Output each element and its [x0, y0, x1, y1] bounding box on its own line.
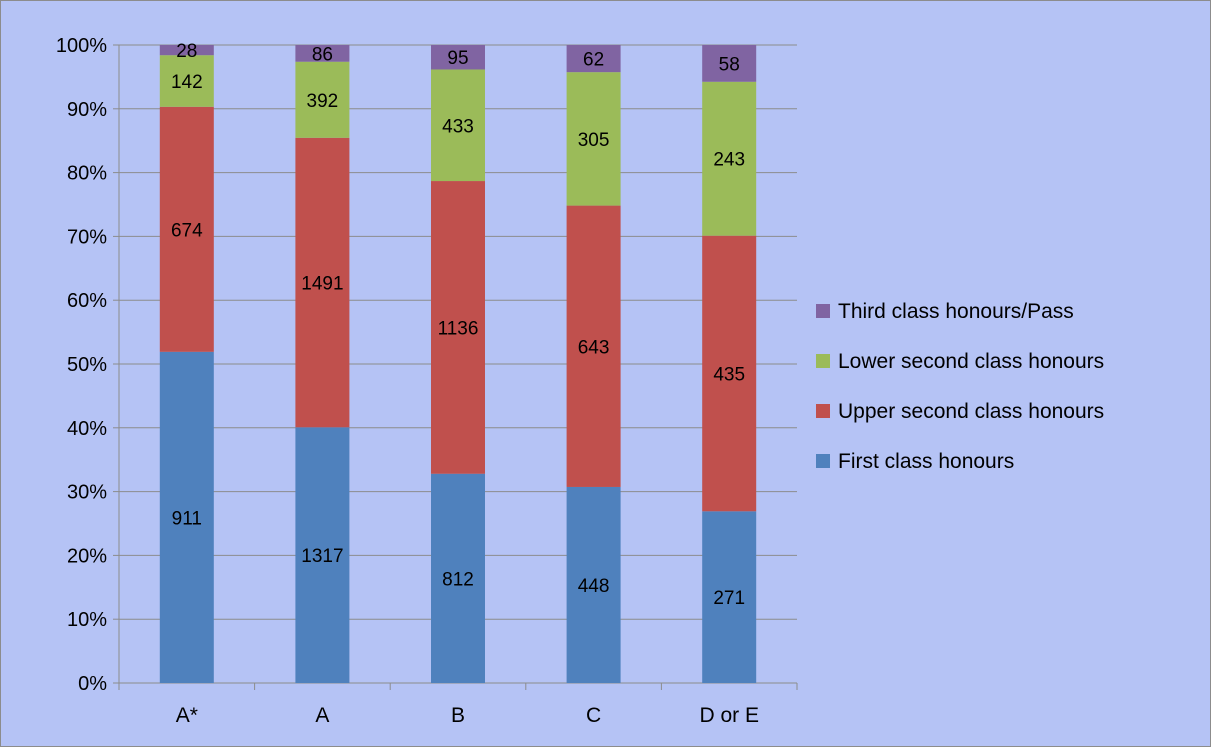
data-label-upper-second-class-honours-b: 1136	[438, 318, 479, 339]
data-labels: 911 674 142 28 1317 1491 392 86 812 1136 433 95 448 6…	[171, 41, 745, 609]
bar-lower-second-class-honours-c[interactable]	[566, 72, 621, 206]
y-tick-label: 40%	[67, 418, 107, 440]
bar-first-class-honours-b[interactable]	[431, 473, 485, 683]
y-tick-label: 10%	[67, 609, 107, 631]
y-tick-label: 0%	[78, 673, 107, 695]
bar-lower-second-class-honours-a[interactable]	[295, 61, 350, 138]
bar-third-class-honours-pass-d-or-e[interactable]	[702, 45, 757, 82]
y-tick-label: 100%	[56, 35, 107, 57]
legend-swatch-first-class-honours	[816, 454, 830, 468]
x-category-label: C	[586, 704, 601, 727]
bar-lower-second-class-honours-b[interactable]	[431, 69, 485, 182]
data-label-lower-second-class-honours-b: 433	[442, 116, 474, 137]
y-tick-label: 80%	[67, 163, 107, 185]
data-label-third-class-honours-pass-b: 95	[447, 48, 468, 69]
data-label-third-class-honours-pass-a: 28	[176, 41, 197, 62]
legend-label-lower-second-class-honours: Lower second class honours	[838, 350, 1104, 373]
legend-label-upper-second-class-honours: Upper second class honours	[838, 400, 1104, 423]
y-tick-label: 70%	[67, 226, 107, 248]
data-label-lower-second-class-honours-c: 305	[578, 130, 610, 151]
legend-label-third-class-honours-pass: Third class honours/Pass	[838, 300, 1074, 323]
bar-upper-second-class-honours-b[interactable]	[431, 181, 485, 474]
legend-swatch-upper-second-class-honours	[816, 404, 830, 418]
legend-label-first-class-honours: First class honours	[838, 450, 1014, 473]
x-category-label: D or E	[699, 704, 759, 727]
y-tick-label: 90%	[67, 99, 107, 121]
bar-lower-second-class-honours-a[interactable]	[159, 55, 214, 107]
data-label-first-class-honours-a: 911	[172, 508, 202, 529]
x-category-label: B	[451, 704, 465, 727]
bar-third-class-honours-pass-b[interactable]	[431, 45, 485, 70]
legend-swatch-third-class-honours-pass	[816, 304, 830, 318]
bar-first-class-honours-a[interactable]	[159, 351, 214, 683]
legend-swatch-lower-second-class-honours	[816, 354, 830, 368]
data-label-third-class-honours-pass-c: 62	[583, 50, 604, 71]
bar-upper-second-class-honours-d-or-e[interactable]	[702, 235, 757, 512]
bar-third-class-honours-pass-a[interactable]	[295, 45, 350, 62]
data-label-lower-second-class-honours-a: 392	[307, 91, 339, 112]
y-tick-label: 20%	[67, 545, 107, 567]
bar-third-class-honours-pass-c[interactable]	[566, 45, 621, 73]
data-label-first-class-honours-a: 1317	[301, 546, 343, 567]
bar-upper-second-class-honours-a[interactable]	[295, 137, 350, 428]
y-tick-label: 30%	[67, 482, 107, 504]
legend: Third class honours/Pass Lower second cla…	[816, 300, 1104, 473]
bar-upper-second-class-honours-c[interactable]	[566, 205, 621, 487]
bar-upper-second-class-honours-a[interactable]	[159, 106, 214, 352]
data-label-upper-second-class-honours-c: 643	[578, 337, 610, 358]
data-label-upper-second-class-honours-d-or-e: 435	[713, 365, 745, 386]
bar-third-class-honours-pass-a[interactable]	[159, 45, 214, 56]
data-label-upper-second-class-honours-a: 1491	[301, 274, 343, 295]
bar-first-class-honours-a[interactable]	[295, 427, 350, 683]
data-label-third-class-honours-pass-a: 86	[312, 44, 333, 65]
data-label-lower-second-class-honours-a: 142	[171, 72, 203, 93]
x-category-label: A*	[176, 704, 198, 727]
data-label-first-class-honours-b: 812	[442, 569, 474, 590]
data-label-upper-second-class-honours-a: 674	[171, 220, 203, 241]
data-label-first-class-honours-c: 448	[578, 576, 610, 597]
bar-first-class-honours-d-or-e[interactable]	[702, 511, 757, 683]
bar-lower-second-class-honours-d-or-e[interactable]	[702, 81, 757, 236]
y-tick-label: 50%	[67, 354, 107, 376]
data-label-first-class-honours-d-or-e: 271	[713, 588, 745, 609]
bars	[159, 45, 757, 683]
data-label-lower-second-class-honours-d-or-e: 243	[713, 150, 745, 171]
y-tick-label: 60%	[67, 290, 107, 312]
bar-first-class-honours-c[interactable]	[566, 486, 621, 683]
x-category-label: A	[315, 704, 329, 727]
data-label-third-class-honours-pass-d-or-e: 58	[719, 54, 740, 75]
